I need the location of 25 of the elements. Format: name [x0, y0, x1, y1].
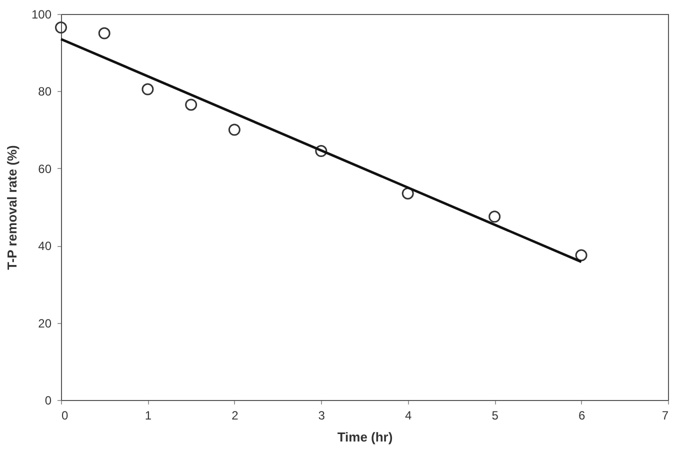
y-tick-label: 80 — [38, 84, 52, 99]
y-tick-label: 0 — [44, 394, 52, 408]
y-tick-label: 60 — [38, 162, 52, 176]
x-tick-label: 3 — [318, 408, 326, 422]
x-tick-label: 4 — [405, 408, 412, 422]
x-tick-label: 6 — [578, 408, 586, 422]
point — [185, 98, 198, 111]
x-axis-title: Time (hr) — [337, 430, 393, 444]
point — [402, 188, 414, 200]
point — [488, 210, 501, 223]
y-tick-label: 20 — [38, 316, 52, 330]
point — [315, 145, 328, 158]
x-tick-label: 1 — [144, 408, 152, 422]
y-tick-label: 100 — [31, 8, 52, 22]
point — [142, 83, 154, 96]
point — [575, 249, 588, 262]
x-tick-label: 0 — [62, 408, 68, 422]
y-axis-title: T-P removal rate (%) — [4, 145, 20, 270]
point — [98, 27, 110, 40]
x-tick-label: 7 — [662, 408, 669, 422]
y-tick-label: 40 — [38, 239, 52, 254]
x-tick-label: 5 — [492, 408, 499, 422]
point — [55, 22, 67, 34]
point — [228, 124, 240, 136]
x-tick-label: 2 — [232, 408, 239, 422]
